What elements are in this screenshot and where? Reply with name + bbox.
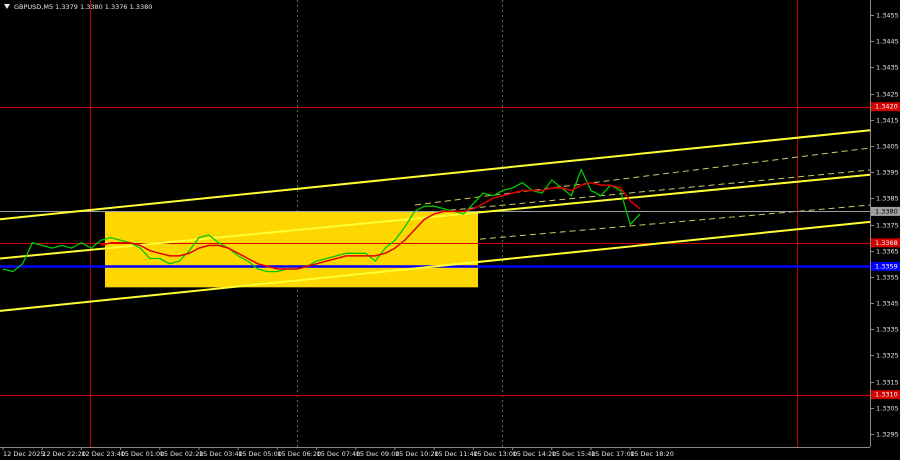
moving-average bbox=[100, 181, 641, 270]
x-tick-label: 15 Dec 17:00 bbox=[591, 450, 635, 458]
level-tag bbox=[871, 238, 900, 248]
y-tick-label: 1.3445 bbox=[876, 38, 899, 46]
x-tick-label: 15 Dec 07:40 bbox=[317, 450, 361, 458]
x-tick-label: 15 Dec 06:20 bbox=[277, 450, 321, 458]
x-tick-label: 15 Dec 02:20 bbox=[160, 450, 204, 458]
level-tag-label: 1.3359 bbox=[875, 262, 898, 270]
x-tick-label: 15 Dec 10:20 bbox=[395, 450, 439, 458]
channel-line bbox=[0, 129, 871, 221]
x-tick-label: 15 Dec 11:40 bbox=[434, 450, 478, 458]
y-tick-label: 1.3355 bbox=[876, 274, 899, 282]
y-tick-label: 1.3305 bbox=[876, 405, 899, 413]
y-tick-label: 1.3415 bbox=[876, 117, 899, 125]
level-tag bbox=[871, 102, 900, 112]
x-tick-label: 15 Dec 03:40 bbox=[199, 450, 243, 458]
y-tick-label: 1.3325 bbox=[876, 352, 899, 360]
x-tick-label: 15 Dec 14:20 bbox=[513, 450, 557, 458]
y-tick-label: 1.3435 bbox=[876, 64, 899, 72]
channel-line bbox=[0, 220, 871, 312]
y-tick-label: 1.3365 bbox=[876, 248, 899, 256]
x-tick-label: 12 Dec 23:40 bbox=[81, 450, 125, 458]
y-tick-label: 1.3395 bbox=[876, 169, 899, 177]
level-tag-label: 1.3420 bbox=[875, 103, 898, 111]
y-tick-label: 1.3385 bbox=[876, 195, 899, 203]
x-tick-label: 12 Dec 2025 bbox=[3, 450, 45, 458]
level-tag bbox=[871, 390, 900, 400]
x-tick-label: 15 Dec 18:20 bbox=[630, 450, 674, 458]
x-tick-label: 15 Dec 15:40 bbox=[552, 450, 596, 458]
y-tick-label: 1.3405 bbox=[876, 143, 899, 151]
x-tick-label: 15 Dec 09:00 bbox=[356, 450, 400, 458]
level-tag-label: 1.3368 bbox=[875, 239, 898, 247]
channel-line bbox=[0, 173, 871, 260]
level-tag-label: 1.3310 bbox=[875, 391, 898, 399]
x-tick-label: 15 Dec 05:00 bbox=[238, 450, 282, 458]
zone bbox=[105, 211, 478, 288]
chart-title: GBPUSD,M5 1.3379 1.3380 1.3376 1.3380 bbox=[14, 3, 152, 11]
level-tag bbox=[871, 206, 900, 216]
y-tick-label: 1.3295 bbox=[876, 431, 899, 439]
level-tag bbox=[871, 261, 900, 271]
y-tick-label: 1.3455 bbox=[876, 12, 899, 20]
dashed-trend-line bbox=[414, 147, 871, 206]
y-tick-label: 1.3315 bbox=[876, 379, 899, 387]
level-tag-label: 1.3380 bbox=[875, 207, 898, 215]
y-tick-label: 1.3425 bbox=[876, 91, 899, 99]
y-tick-label: 1.3375 bbox=[876, 222, 899, 230]
title-icon bbox=[4, 4, 10, 9]
x-tick-label: 12 Dec 22:20 bbox=[42, 450, 86, 458]
y-tick-label: 1.3335 bbox=[876, 326, 899, 334]
y-tick-label: 1.3345 bbox=[876, 300, 899, 308]
x-tick-label: 15 Dec 01:00 bbox=[121, 450, 165, 458]
dashed-trend-line bbox=[399, 169, 871, 216]
dashed-trend-line bbox=[469, 204, 871, 241]
x-tick-label: 15 Dec 13:00 bbox=[473, 450, 517, 458]
